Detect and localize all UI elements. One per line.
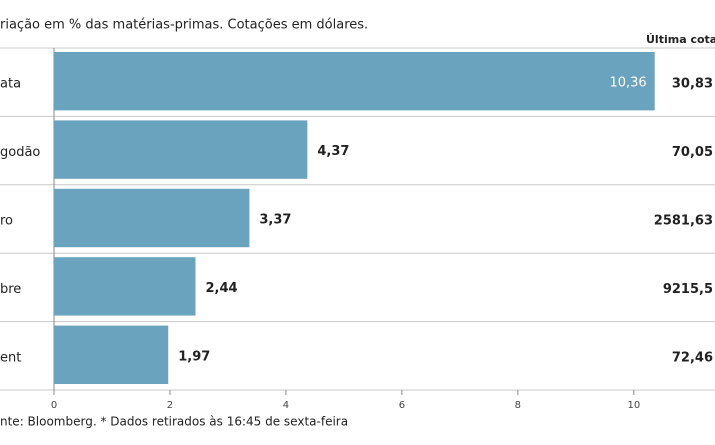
x-tick-label: 6 [399, 400, 405, 411]
source-note: nte: Bloomberg. * Dados retirados às 16:… [0, 415, 348, 429]
bar [54, 257, 196, 316]
last-price: 9215,5 [663, 282, 713, 297]
value-label: 10,36 [609, 76, 646, 91]
value-label: 3,37 [259, 213, 291, 228]
x-tick-label: 4 [283, 400, 289, 411]
value-label: 1,97 [178, 349, 210, 364]
category-label: godão [0, 145, 40, 160]
category-label: ent [0, 350, 21, 365]
x-tick-label: 8 [515, 400, 521, 411]
x-tick-label: 2 [167, 400, 173, 411]
bar [54, 52, 655, 111]
x-tick-label: 0 [51, 400, 57, 411]
value-label: 2,44 [205, 281, 237, 296]
last-price: 72,46 [672, 350, 713, 365]
category-label: ro [0, 214, 13, 229]
column-header: Última cotaç [646, 33, 715, 46]
category-label: ata [0, 77, 21, 92]
chart-title: riação em % das matérias-primas. Cotaçõe… [0, 18, 368, 33]
value-label: 4,37 [317, 144, 349, 159]
category-label: bre [0, 282, 21, 297]
bar [54, 120, 308, 179]
x-tick-label: 10 [627, 400, 640, 411]
bar [54, 325, 169, 384]
last-price: 70,05 [672, 145, 713, 160]
last-price: 30,83 [672, 77, 713, 92]
last-price: 2581,63 [654, 214, 713, 229]
bar [54, 188, 250, 248]
